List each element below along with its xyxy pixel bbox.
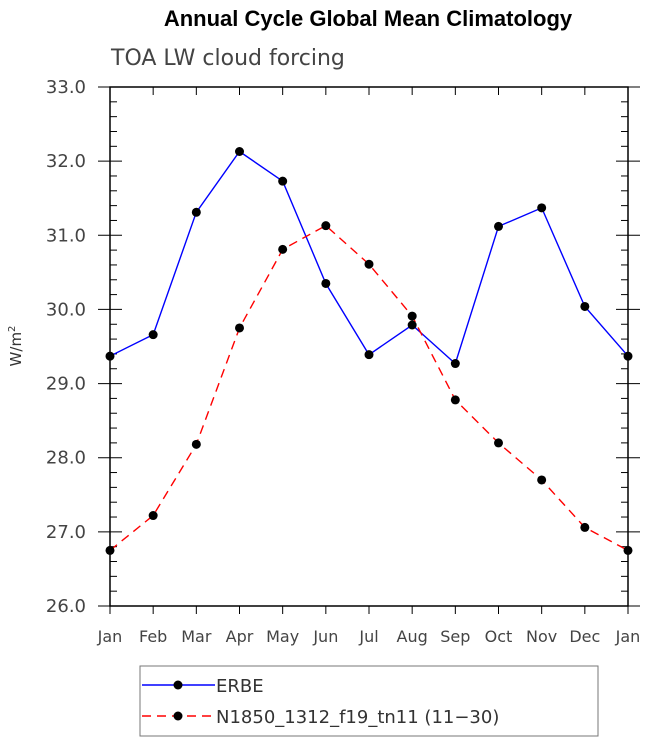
x-axis-ticks <box>109 87 629 614</box>
legend-label: N1850_1312_f19_tn11 (11−30) <box>216 707 499 728</box>
y-tick-label: 32.0 <box>46 151 86 172</box>
x-tick-label: Apr <box>226 627 254 646</box>
x-tick-label: Feb <box>139 627 167 646</box>
series-2-point <box>450 395 460 405</box>
x-tick-label: Sep <box>440 627 470 646</box>
x-tick-label: Aug <box>397 627 428 646</box>
series-2-point <box>105 545 115 555</box>
series-1-point <box>105 351 115 361</box>
x-tick-label: Jan <box>97 627 123 646</box>
y-tick-label: 33.0 <box>46 77 86 98</box>
x-tick-label: Jun <box>312 627 338 646</box>
y-tick-label: 28.0 <box>46 448 86 469</box>
y-tick-label: 31.0 <box>46 225 86 246</box>
y-tick-label: 30.0 <box>46 299 86 320</box>
y-axis-title-text: W/m <box>7 332 25 367</box>
series-1-point <box>235 147 244 157</box>
series-2-point <box>537 475 547 485</box>
series-2-point <box>407 311 417 321</box>
legend-label: ERBE <box>216 676 264 697</box>
chart-title: Annual Cycle Global Mean Climatology <box>164 6 573 31</box>
series-1-point <box>494 221 503 231</box>
series-1-point <box>407 320 417 330</box>
x-axis-labels: Jan Feb Mar Apr May Jun Jul Aug Sep Oct Nov Dec Jan <box>97 627 641 646</box>
series-2-point <box>278 244 288 254</box>
series-1-point <box>623 351 633 361</box>
series-1-point <box>450 359 460 369</box>
y-tick-label: 29.0 <box>46 374 86 395</box>
x-tick-label: Oct <box>485 627 513 646</box>
legend-box <box>139 665 599 737</box>
x-tick-label: May <box>266 627 299 646</box>
series-1-point <box>191 207 201 217</box>
series-1-point <box>580 301 590 311</box>
x-tick-label: Jul <box>358 627 378 646</box>
series-line-1 <box>109 150 629 365</box>
series-1-point <box>321 278 331 288</box>
y-axis-labels: 26.0 27.0 28.0 29.0 30.0 31.0 32.0 33.0 <box>46 77 86 617</box>
series-line-2 <box>109 224 629 552</box>
y-tick-label: 26.0 <box>46 596 86 617</box>
legend-swatch-marker <box>173 680 183 690</box>
y-axis-title: W/m2 <box>7 326 25 367</box>
series-2-point <box>235 323 244 333</box>
series-2-point <box>191 439 201 449</box>
series-1-point <box>537 203 547 213</box>
series-layer <box>105 147 633 555</box>
y-axis-title-sup: 2 <box>7 326 18 332</box>
x-tick-label: Mar <box>181 627 212 646</box>
series-2-point <box>364 259 374 269</box>
series-2-point <box>494 438 503 448</box>
x-tick-label: Dec <box>569 627 600 646</box>
series-2-point <box>148 511 158 521</box>
x-tick-label: Nov <box>526 627 557 646</box>
y-tick-label: 27.0 <box>46 522 86 543</box>
series-2-point <box>580 522 590 532</box>
series-1-point <box>278 176 288 186</box>
series-1-point <box>364 350 374 360</box>
y-axis-ticks <box>98 86 640 607</box>
series-2-point <box>321 221 331 231</box>
legend: ERBE N1850_1312_f19_tn11 (11−30) <box>142 676 499 728</box>
chart-subtitle: TOA LW cloud forcing <box>110 46 345 71</box>
series-1-point <box>148 330 158 340</box>
x-tick-label: Jan <box>615 627 641 646</box>
series-2-point <box>623 545 633 555</box>
legend-swatch-marker <box>173 711 183 721</box>
plot-frame <box>109 86 629 607</box>
